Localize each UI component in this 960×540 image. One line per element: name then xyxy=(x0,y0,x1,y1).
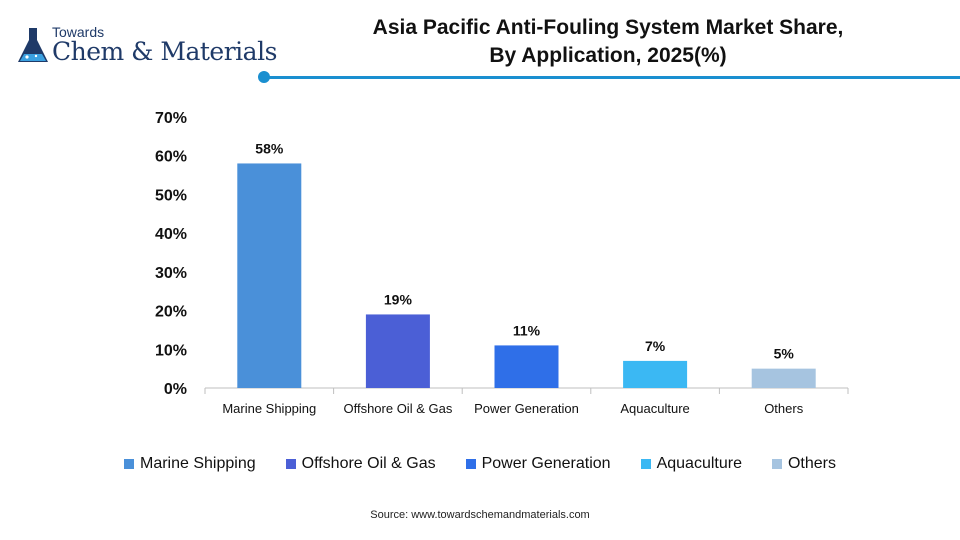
brand-top-text: Towards xyxy=(52,24,105,40)
legend-swatch xyxy=(771,459,782,469)
x-tick-label: Power Generation xyxy=(474,401,579,416)
x-tick-label: Marine Shipping xyxy=(222,401,316,416)
data-label: 5% xyxy=(774,346,795,362)
data-label: 11% xyxy=(513,322,541,338)
data-label: 7% xyxy=(645,338,666,354)
data-label: 19% xyxy=(384,291,413,307)
legend-label: Offshore Oil & Gas xyxy=(301,455,436,472)
y-tick-label: 10% xyxy=(155,342,187,359)
legend-item: Offshore Oil & Gas xyxy=(285,455,436,473)
bar xyxy=(494,345,559,388)
y-tick-label: 70% xyxy=(155,110,187,127)
source-note: Source: www.towardschemandmaterials.com xyxy=(370,509,590,521)
legend-label: Marine Shipping xyxy=(140,455,256,472)
brand-logo: Towards Chem & Materials xyxy=(16,20,277,70)
bar-chart: 0% 10% 20% 30% 40% 50% 60% 70% 58% Marine Shippin… xyxy=(155,110,849,416)
flask-icon xyxy=(18,28,48,62)
bar xyxy=(237,163,302,388)
x-tick-label: Aquaculture xyxy=(620,401,689,416)
divider-dot xyxy=(258,71,270,83)
x-tick-label: Offshore Oil & Gas xyxy=(343,401,452,416)
chart-title-line-1: Asia Pacific Anti-Fouling System Market … xyxy=(372,16,844,39)
y-tick-label: 30% xyxy=(155,265,187,282)
chart-title: Asia Pacific Anti-Fouling System Market … xyxy=(320,14,896,70)
legend-item: Power Generation xyxy=(465,455,611,473)
legend-item: Others xyxy=(771,455,836,473)
legend-swatch xyxy=(465,459,476,469)
data-label: 58% xyxy=(255,140,284,156)
brand-main-text: Chem & Materials xyxy=(52,37,277,66)
x-tick-label: Others xyxy=(764,401,804,416)
chart-legend: Marine Shipping Offshore Oil & Gas Power G… xyxy=(0,455,960,473)
legend-swatch xyxy=(285,459,296,469)
bar xyxy=(623,360,688,388)
legend-label: Aquaculture xyxy=(656,455,742,472)
divider-line xyxy=(268,76,960,79)
legend-label: Others xyxy=(787,455,836,472)
bar xyxy=(365,314,430,388)
legend-label: Power Generation xyxy=(481,455,611,472)
legend-item: Marine Shipping xyxy=(124,455,256,473)
y-tick-label: 0% xyxy=(164,381,187,398)
y-tick-label: 50% xyxy=(155,187,187,204)
bar xyxy=(751,368,816,388)
legend-swatch xyxy=(640,459,651,469)
legend-item: Aquaculture xyxy=(640,455,742,473)
y-tick-label: 20% xyxy=(155,304,187,321)
y-tick-label: 40% xyxy=(155,226,187,243)
legend-swatch xyxy=(124,459,134,469)
y-tick-label: 60% xyxy=(155,149,187,166)
chart-title-line-2: By Application, 2025(%) xyxy=(489,44,727,67)
